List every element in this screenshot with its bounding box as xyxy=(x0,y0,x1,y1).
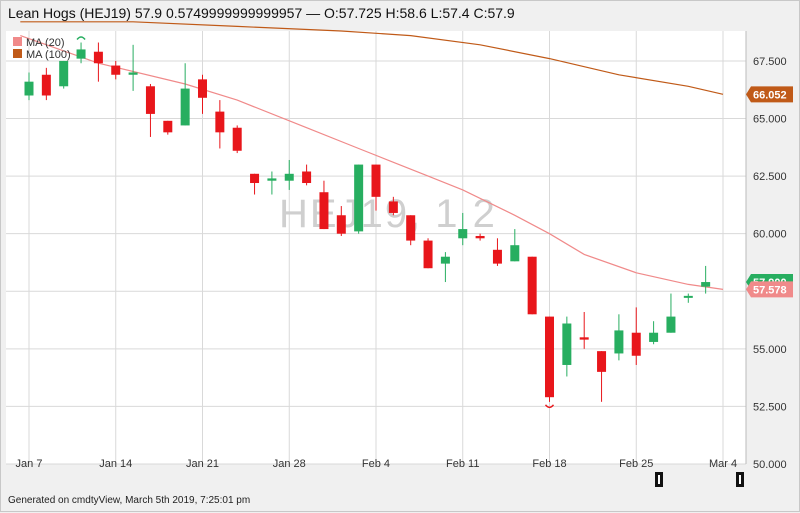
x-tick-label: Jan 21 xyxy=(186,458,219,470)
candle-body xyxy=(579,337,589,340)
candle-body xyxy=(336,215,346,234)
x-tick-label: Feb 25 xyxy=(619,458,653,470)
candle-body xyxy=(666,316,676,333)
candle-body xyxy=(111,65,121,75)
candle-body xyxy=(180,88,190,126)
ma100-current-tag xyxy=(746,86,793,103)
candle-body xyxy=(59,60,69,87)
candle-body xyxy=(458,229,468,239)
candle-body xyxy=(527,256,537,315)
candle-body xyxy=(302,171,312,184)
x-tick-label: Jan 28 xyxy=(273,458,306,470)
candle-body xyxy=(41,74,51,96)
x-tick-label: Feb 18 xyxy=(532,458,566,470)
x-tick-label: Feb 4 xyxy=(362,458,390,470)
y-tick-label: 65.000 xyxy=(753,114,787,126)
candle-body xyxy=(406,215,416,241)
candle-body xyxy=(93,51,103,64)
y-tick-label: 62.500 xyxy=(753,171,787,183)
swing-high-marker xyxy=(76,36,86,41)
candle-body xyxy=(371,164,381,197)
price-change: 0.5749999999999957 xyxy=(165,5,303,21)
y-tick-label: 67.500 xyxy=(753,56,787,68)
x-tick-label: Feb 11 xyxy=(446,458,479,470)
footer-generated: Generated on cmdtyView, March 5th 2019, … xyxy=(8,495,251,506)
candle-body xyxy=(423,240,433,269)
y-tick-label: 50.000 xyxy=(753,459,787,471)
legend-label-ma20: MA (20) xyxy=(26,37,65,49)
legend-swatch-ma20 xyxy=(13,37,22,46)
y-axis: 50.00052.50055.00057.50060.00062.50065.0… xyxy=(753,56,787,471)
x-axis: Jan 7 Jan 14 Jan 21 Jan 28 Feb 4 Feb 11 Feb 18… xyxy=(16,458,738,470)
scroll-handles[interactable] xyxy=(655,472,744,487)
candle-body xyxy=(198,79,207,98)
y-tick-label: 60.000 xyxy=(753,229,787,241)
ma20-current-value: 57.578 xyxy=(753,284,787,296)
legend: MA (20) MA (100) xyxy=(13,37,71,61)
candle-body xyxy=(284,173,294,181)
candle-body xyxy=(319,192,329,230)
candle-body xyxy=(388,201,398,213)
ma-line-ma100 xyxy=(20,21,724,95)
y-tick-label: 52.500 xyxy=(753,401,787,413)
candle-body xyxy=(510,245,520,262)
candle-body xyxy=(631,332,641,356)
candle-body xyxy=(232,127,242,151)
candle-body xyxy=(354,164,364,232)
ma20-current-tag xyxy=(746,281,793,298)
candle-body xyxy=(267,178,277,181)
x-tick-label: Jan 14 xyxy=(99,458,132,470)
y-tick-label: 55.000 xyxy=(753,344,787,356)
candle-body xyxy=(128,72,138,75)
grid xyxy=(6,31,747,465)
candle-body xyxy=(701,282,711,287)
ma100-current-value: 66.052 xyxy=(753,89,787,101)
x-tick-label: Mar 4 xyxy=(709,458,737,470)
candle-body xyxy=(683,295,693,298)
candle-body xyxy=(562,323,572,365)
candle-body xyxy=(215,111,225,133)
candle-body xyxy=(145,86,155,114)
candle-body xyxy=(614,330,624,354)
chart-header: Lean Hogs (HEJ19) 57.9 0.574999999999995… xyxy=(8,5,515,21)
candle-body xyxy=(250,173,260,184)
candle-body xyxy=(597,351,607,372)
candle-body xyxy=(649,332,659,342)
last-price: 57.9 xyxy=(134,5,163,21)
candle-body xyxy=(492,249,502,264)
candles xyxy=(24,36,711,409)
symbol-name: Lean Hogs (HEJ19) xyxy=(8,5,131,21)
legend-label-ma100: MA (100) xyxy=(26,49,71,61)
candle-body xyxy=(440,256,450,264)
candle-body xyxy=(163,120,173,133)
x-tick-label: Jan 7 xyxy=(16,458,43,470)
swing-low-marker xyxy=(544,404,555,409)
watermark: HEJ19, 1 2 xyxy=(279,192,497,236)
legend-swatch-ma100 xyxy=(13,49,22,58)
candle-body xyxy=(76,49,86,59)
candle-body xyxy=(475,235,485,239)
ohlc-values: O:57.725 H:58.6 L:57.4 C:57.9 xyxy=(324,5,515,21)
candle-body xyxy=(24,81,34,96)
header-separator: — xyxy=(306,5,321,21)
candle-body xyxy=(545,316,554,398)
